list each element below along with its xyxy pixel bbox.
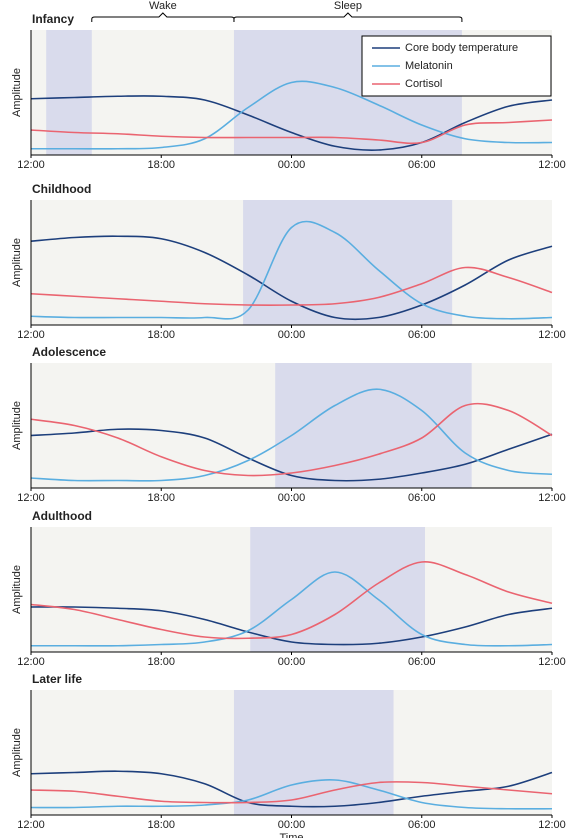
legend-label: Cortisol [405,78,442,90]
series-line [30,428,553,482]
series-line [31,80,553,150]
x-axis-label: Time [279,832,303,838]
x-tick-label: 00:00 [278,656,306,668]
series-line [30,770,553,808]
y-axis-label: Amplitude [11,401,23,450]
x-tick-label: 12:00 [538,492,566,504]
x-tick-label: 12:00 [17,329,45,341]
bracket [233,12,463,22]
panel-title: Adolescence [32,345,106,359]
series-line [30,266,553,306]
x-tick-label: 18:00 [147,329,175,341]
x-tick-label: 12:00 [17,492,45,504]
x-tick-label: 00:00 [278,329,306,341]
series-line [31,571,553,647]
sleep-period [250,527,426,652]
series-line [30,119,553,145]
x-tick-label: 12:00 [17,819,45,831]
series-line [30,561,553,640]
x-tick-label: 06:00 [408,819,436,831]
x-tick-label: 06:00 [408,656,436,668]
series-line [30,606,553,646]
panel-title: Later life [32,672,82,686]
x-tick-label: 18:00 [147,492,175,504]
y-axis-label: Amplitude [11,728,23,777]
series-line [30,95,553,151]
x-tick-label: 06:00 [408,329,436,341]
x-tick-label: 12:00 [17,159,45,171]
sleep-period [46,30,92,155]
panel-title: Childhood [32,182,91,196]
x-tick-label: 12:00 [538,329,566,341]
x-tick-label: 18:00 [147,819,175,831]
x-tick-label: 00:00 [278,819,306,831]
series-line [30,779,553,810]
sleep-period [233,690,394,815]
x-tick-label: 06:00 [408,492,436,504]
x-tick-label: 12:00 [17,656,45,668]
legend-label: Melatonin [405,60,453,72]
x-tick-label: 00:00 [278,159,306,171]
panel-title: Adulthood [32,509,92,523]
panel-title: Infancy [32,12,74,26]
x-tick-label: 00:00 [278,492,306,504]
bracket [91,12,235,22]
x-tick-label: 18:00 [147,656,175,668]
x-tick-label: 12:00 [538,656,566,668]
y-axis-label: Amplitude [11,68,23,117]
series-line [30,780,553,804]
legend-label: Core body temperature [405,42,518,54]
x-tick-label: 12:00 [538,819,566,831]
y-axis-label: Amplitude [11,565,23,614]
bracket-label: Sleep [334,0,362,12]
series-line [30,402,553,477]
sleep-period [243,200,453,325]
y-axis-label: Amplitude [11,238,23,287]
series-line [30,388,553,482]
x-tick-label: 18:00 [147,159,175,171]
series-line [30,220,553,320]
series-line [30,235,553,321]
x-tick-label: 06:00 [408,159,436,171]
bracket-label: Wake [149,0,177,12]
x-tick-label: 12:00 [538,159,566,171]
